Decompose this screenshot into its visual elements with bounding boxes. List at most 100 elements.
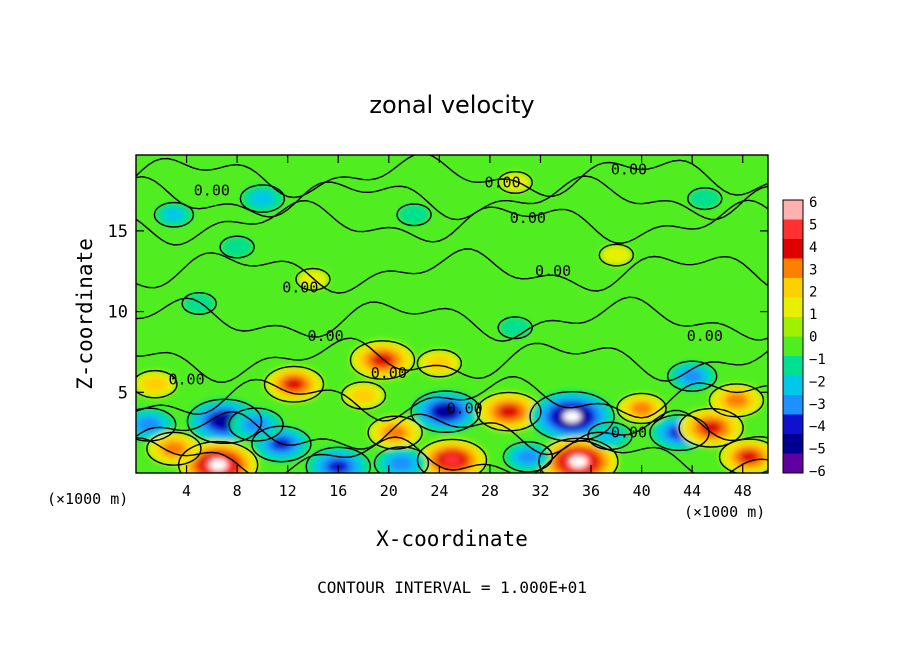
contour-label: 0.00 bbox=[687, 327, 723, 345]
x-tick-label: 32 bbox=[531, 482, 549, 500]
anomaly-cell bbox=[476, 391, 541, 432]
x-tick-label: 44 bbox=[683, 482, 701, 500]
contour-ring bbox=[476, 391, 542, 432]
x-tick-label: 48 bbox=[734, 482, 752, 500]
contour-label: 0.00 bbox=[447, 399, 483, 417]
colorbar-swatch bbox=[783, 395, 803, 415]
contour-ring bbox=[146, 431, 202, 466]
contour-label: 0.00 bbox=[484, 173, 520, 191]
anomaly-cell bbox=[155, 202, 193, 227]
contour-ring bbox=[497, 170, 533, 194]
contour-ring bbox=[598, 243, 635, 267]
anomaly-cell bbox=[418, 349, 461, 377]
x-tick-label: 24 bbox=[430, 482, 448, 500]
velocity-field bbox=[136, 155, 768, 473]
contour-ring bbox=[538, 437, 619, 473]
colorbar-tick-label: 4 bbox=[809, 240, 817, 256]
plot-frame bbox=[135, 154, 769, 474]
colorbar-swatch bbox=[783, 453, 803, 474]
contour-ring bbox=[373, 446, 430, 473]
contour-ring bbox=[340, 381, 387, 410]
contour-ring bbox=[529, 391, 615, 443]
contour-ring bbox=[181, 292, 217, 316]
x-tick-label: 8 bbox=[233, 482, 242, 500]
contour-label: 0.00 bbox=[510, 209, 546, 227]
zero-contour-line bbox=[136, 436, 768, 473]
contour-interval-note: CONTOUR INTERVAL = 1.000E+01 bbox=[317, 578, 587, 597]
anomaly-cell bbox=[617, 393, 666, 424]
contour-ring bbox=[687, 187, 723, 211]
contour-ring bbox=[219, 235, 255, 259]
contour-ring bbox=[416, 348, 463, 378]
anomaly-cell bbox=[368, 416, 422, 450]
y-tick-label: 15 bbox=[108, 222, 128, 242]
anomaly-cell bbox=[306, 446, 371, 473]
contour-label: 0.00 bbox=[282, 278, 318, 296]
x-tick-label: 16 bbox=[329, 482, 347, 500]
anomaly-cell bbox=[679, 408, 744, 448]
contour-ring bbox=[251, 425, 312, 463]
contour-ring bbox=[497, 316, 533, 340]
contour-label: 0.00 bbox=[308, 327, 344, 345]
contour-ring bbox=[666, 360, 718, 392]
contour-ring bbox=[295, 267, 331, 291]
zero-contour-line bbox=[136, 375, 768, 422]
contour-label: 0.00 bbox=[535, 262, 571, 280]
colorbar-tick-label: 3 bbox=[809, 262, 817, 278]
y-units-right: (×1000 m) bbox=[684, 503, 765, 521]
contour-ring bbox=[153, 201, 195, 228]
anomaly-cell bbox=[529, 390, 616, 443]
contour-label: 0.00 bbox=[371, 364, 407, 382]
colorbar-tick-label: 6 bbox=[809, 195, 817, 211]
colorbar-tick-label: −6 bbox=[809, 464, 826, 480]
contour-ring bbox=[616, 392, 667, 425]
contour-ring bbox=[367, 415, 423, 450]
contour-ring bbox=[396, 203, 432, 227]
contour-label: 0.00 bbox=[194, 182, 230, 200]
contour-ring bbox=[718, 438, 768, 473]
anomaly-cell bbox=[538, 437, 619, 473]
colorbar-tick-label: −3 bbox=[809, 397, 826, 413]
zero-contour-line bbox=[136, 337, 768, 383]
colorbar-swatch bbox=[783, 317, 803, 337]
colorbar-tick-label: −5 bbox=[809, 442, 826, 458]
contour-ring bbox=[678, 407, 744, 448]
contour-label: 0.00 bbox=[611, 161, 647, 179]
y-axis-label: Z-coordinate bbox=[73, 238, 97, 390]
contour-ring bbox=[410, 390, 481, 433]
colorbar-swatch bbox=[783, 356, 803, 376]
colorbar-tick-label: 0 bbox=[809, 330, 817, 346]
anomaly-cell bbox=[398, 204, 430, 225]
x-tick-label: 20 bbox=[380, 482, 398, 500]
zero-contour-line bbox=[136, 409, 768, 456]
x-tick-label: 12 bbox=[279, 482, 297, 500]
contour-labels: 0.00 0.00 0.00 0.00 0.00 0.00 0.00 0.00 0.00 0.00… bbox=[168, 161, 722, 442]
anomaly-cell bbox=[709, 383, 763, 417]
colorbar-tick-label: 2 bbox=[809, 285, 817, 301]
colorbar-swatch bbox=[783, 239, 803, 259]
x-tick-label: 28 bbox=[481, 482, 499, 500]
zero-contour-line bbox=[136, 175, 768, 221]
anomaly-cell bbox=[410, 390, 481, 434]
zero-contour-line bbox=[136, 199, 768, 246]
contour-ring bbox=[649, 414, 710, 452]
x-tick-label: 40 bbox=[633, 482, 651, 500]
anomaly-cell bbox=[600, 244, 632, 266]
y-tick-label: 10 bbox=[108, 303, 128, 323]
chart-title: zonal velocity bbox=[369, 91, 534, 119]
colorbar-tick-label: 5 bbox=[809, 217, 817, 233]
colorbar-swatch bbox=[783, 278, 803, 298]
colorbar-swatch bbox=[783, 200, 803, 220]
contour-ring bbox=[136, 369, 178, 399]
contour-ring bbox=[263, 365, 325, 403]
x-axis: 4 8 12 16 20 24 28 32 36 40 44 48 bbox=[182, 155, 752, 500]
y-tick-label: 5 bbox=[118, 383, 128, 403]
contour-label: 0.00 bbox=[168, 370, 204, 388]
contour-ring bbox=[136, 407, 177, 442]
zero-contour-line bbox=[136, 155, 768, 199]
x-tick-label: 4 bbox=[182, 482, 191, 500]
colorbar-swatch bbox=[783, 414, 803, 435]
anomaly-cell bbox=[499, 172, 531, 193]
anomaly-cell bbox=[374, 446, 428, 473]
anomaly-cell bbox=[221, 236, 253, 258]
